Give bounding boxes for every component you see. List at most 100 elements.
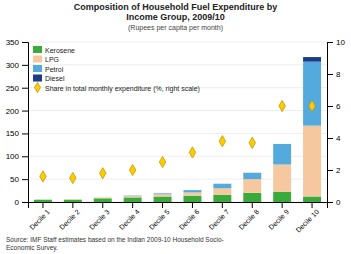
bar	[64, 199, 82, 200]
source-line: Economic Survey.	[6, 244, 58, 252]
bar	[124, 195, 142, 196]
tick: Decile 3	[88, 202, 111, 231]
tick-label: 0	[336, 198, 341, 207]
legend-item: Kerosene	[33, 46, 75, 54]
axis-line	[29, 203, 328, 209]
tick: 200	[6, 107, 28, 116]
bar	[273, 165, 291, 192]
tick: Decile 9	[267, 202, 290, 231]
tick: Decile 4	[118, 202, 141, 231]
legend-label: LPG	[45, 56, 59, 63]
bar	[183, 196, 201, 202]
tick-label: 6	[336, 102, 341, 111]
legend: KeroseneLPGPetrolDieselShare in total mo…	[33, 46, 200, 93]
tick-label: 0	[15, 198, 20, 207]
bar	[213, 188, 231, 194]
bar	[273, 143, 291, 144]
tick: 8	[327, 70, 341, 79]
tick: 0	[15, 198, 28, 207]
bar	[303, 57, 321, 62]
bar	[34, 199, 52, 200]
tick-label: Decile 10	[295, 208, 321, 234]
grid	[28, 42, 327, 202]
legend-swatch	[33, 46, 42, 53]
bar-series	[34, 192, 321, 202]
y2-axis: 0 2 4 6 8 10	[327, 38, 345, 207]
grid-line	[28, 42, 327, 43]
legend-swatch	[33, 65, 42, 72]
bar	[124, 195, 142, 196]
bar	[183, 190, 201, 192]
tick-label: 200	[6, 107, 20, 116]
tick-label: Decile 8	[237, 208, 260, 231]
marker	[219, 136, 225, 147]
x-axis: Decile 1Decile 2Decile 3Decile 4Decile 5…	[28, 202, 327, 234]
tick: Decile 1	[28, 202, 51, 231]
tick: 0	[327, 198, 341, 207]
bar	[34, 199, 52, 200]
bar	[243, 179, 261, 193]
tick: Decile 6	[178, 202, 201, 231]
tick-label: Decile 3	[88, 208, 111, 231]
tick: 350	[6, 38, 28, 47]
title: Composition of Household Fuel Expenditur…	[74, 2, 278, 22]
bar	[154, 194, 172, 196]
tick-mark	[282, 202, 283, 208]
bar	[183, 192, 201, 195]
bar-series	[303, 57, 321, 62]
tick-label: 100	[6, 152, 20, 161]
axis-line	[22, 43, 29, 203]
tick: 10	[327, 38, 345, 47]
axis-line	[328, 43, 334, 203]
legend-swatch	[35, 82, 41, 92]
tick: 150	[6, 129, 28, 138]
bar-series	[124, 62, 321, 196]
legend-item: Petrol	[33, 65, 64, 73]
tick-label: Decile 4	[118, 208, 141, 231]
tick-mark	[22, 65, 28, 66]
marker	[100, 168, 106, 179]
tick-mark	[327, 202, 333, 203]
legend-label: Kerosene	[45, 47, 75, 54]
tick-mark	[22, 133, 28, 134]
tick-mark	[102, 202, 103, 208]
bar	[94, 197, 112, 198]
tick-mark	[22, 111, 28, 112]
legend-item: Share in total monthly expenditure (%, r…	[35, 82, 200, 92]
tick-mark	[22, 156, 28, 157]
tick: Decile 8	[237, 202, 260, 231]
bar	[273, 192, 291, 202]
marker	[129, 164, 135, 175]
tick-mark	[132, 202, 133, 208]
bar	[124, 196, 142, 197]
marker	[40, 171, 46, 182]
bar	[94, 198, 112, 202]
source-line: Source: IMF Staff estimates based on the…	[6, 236, 224, 243]
tick-mark	[22, 202, 28, 203]
tick-label: 350	[6, 38, 20, 47]
tick-mark	[192, 202, 193, 208]
tick-label: 8	[336, 70, 341, 79]
tick-mark	[162, 202, 163, 208]
bar	[94, 197, 112, 198]
bar	[64, 199, 82, 200]
bar	[64, 199, 82, 200]
legend-swatch	[33, 75, 42, 82]
subtitle: (Rupees per capita per month)	[128, 24, 223, 32]
bar	[64, 200, 82, 202]
tick: 250	[6, 84, 28, 93]
bar	[213, 184, 231, 189]
tick-label: Decile 7	[208, 208, 231, 231]
tick-mark	[327, 138, 333, 139]
tick-label: 4	[336, 134, 341, 143]
tick: Decile 2	[58, 202, 81, 231]
bar	[303, 126, 321, 197]
tick: 2	[327, 166, 341, 175]
marker	[70, 172, 76, 183]
marks	[34, 57, 321, 202]
tick: 100	[6, 152, 28, 161]
grid-line	[28, 133, 327, 134]
tick-mark	[252, 202, 253, 208]
bar	[124, 197, 142, 202]
title-line: Composition of Household Fuel Expenditur…	[74, 2, 278, 12]
